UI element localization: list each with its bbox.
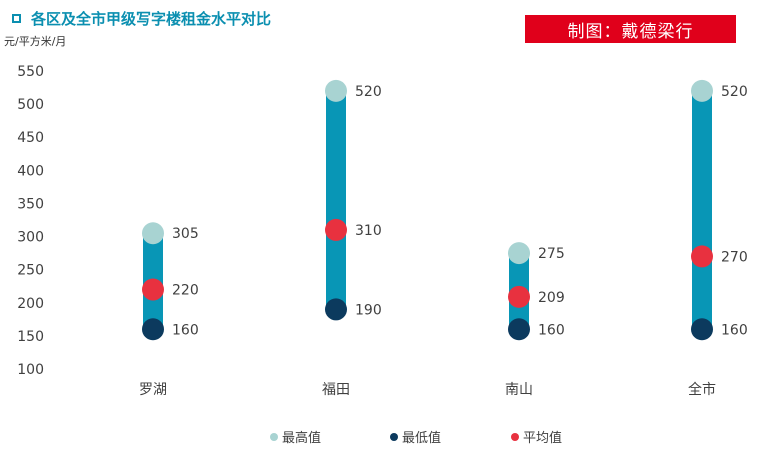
max-point xyxy=(508,242,530,265)
legend-min-dot-icon xyxy=(390,432,398,441)
credit-badge: 制图：戴德梁行 xyxy=(525,15,736,43)
legend-min-label: 最低值 xyxy=(402,431,442,446)
min-point xyxy=(508,318,530,341)
y-tick-label: 400 xyxy=(17,163,44,179)
max-value-label: 305 xyxy=(172,226,199,242)
y-tick-label: 150 xyxy=(17,329,44,345)
min-value-label: 190 xyxy=(355,302,382,318)
chart-title-row: 各区及全市甲级写字楼租金水平对比 xyxy=(12,7,271,29)
max-value-label: 520 xyxy=(355,84,382,100)
x-category-label: 南山 xyxy=(505,382,533,398)
y-tick-label: 300 xyxy=(17,230,44,246)
title-square-icon xyxy=(12,13,21,23)
range-bar xyxy=(692,90,712,330)
min-point xyxy=(142,318,164,341)
x-category-label: 罗湖 xyxy=(139,382,167,398)
range-bar xyxy=(326,90,346,310)
max-point xyxy=(325,79,347,102)
avg-value-label: 209 xyxy=(538,290,565,306)
chart-title: 各区及全市甲级写字楼租金水平对比 xyxy=(31,9,272,28)
avg-point xyxy=(142,278,164,301)
max-value-label: 520 xyxy=(721,84,748,100)
legend-item-min: 最低值 xyxy=(390,427,441,446)
x-category-label: 福田 xyxy=(322,382,350,398)
y-tick-label: 100 xyxy=(17,362,44,378)
y-tick-label: 500 xyxy=(17,97,44,113)
y-tick-label: 550 xyxy=(17,64,44,80)
avg-value-label: 270 xyxy=(721,249,748,265)
legend-item-avg: 平均值 xyxy=(511,427,562,446)
min-point xyxy=(691,318,713,341)
y-tick-label: 200 xyxy=(17,296,44,312)
legend-avg-label: 平均值 xyxy=(523,431,563,446)
min-value-label: 160 xyxy=(538,322,565,338)
max-point xyxy=(691,79,713,102)
avg-point xyxy=(508,285,530,308)
legend-max-label: 最高值 xyxy=(282,431,322,446)
legend-item-max: 最高值 xyxy=(270,427,321,446)
min-value-label: 160 xyxy=(721,322,748,338)
avg-point xyxy=(691,245,713,268)
chart-legend: 最高值 最低值 平均值 xyxy=(0,427,770,446)
legend-max-dot-icon xyxy=(270,432,278,441)
avg-point xyxy=(325,218,347,241)
y-tick-label: 250 xyxy=(17,263,44,279)
y-tick-label: 350 xyxy=(17,196,44,212)
legend-avg-dot-icon xyxy=(511,432,519,441)
max-value-label: 275 xyxy=(538,246,565,262)
x-category-label: 全市 xyxy=(688,381,716,398)
y-tick-label: 450 xyxy=(17,130,44,146)
min-value-label: 160 xyxy=(172,322,199,338)
avg-value-label: 310 xyxy=(355,223,382,239)
min-point xyxy=(325,298,347,321)
max-point xyxy=(142,222,164,245)
avg-value-label: 220 xyxy=(172,283,199,299)
y-axis-unit-label: 元/平方米/月 xyxy=(4,35,67,48)
